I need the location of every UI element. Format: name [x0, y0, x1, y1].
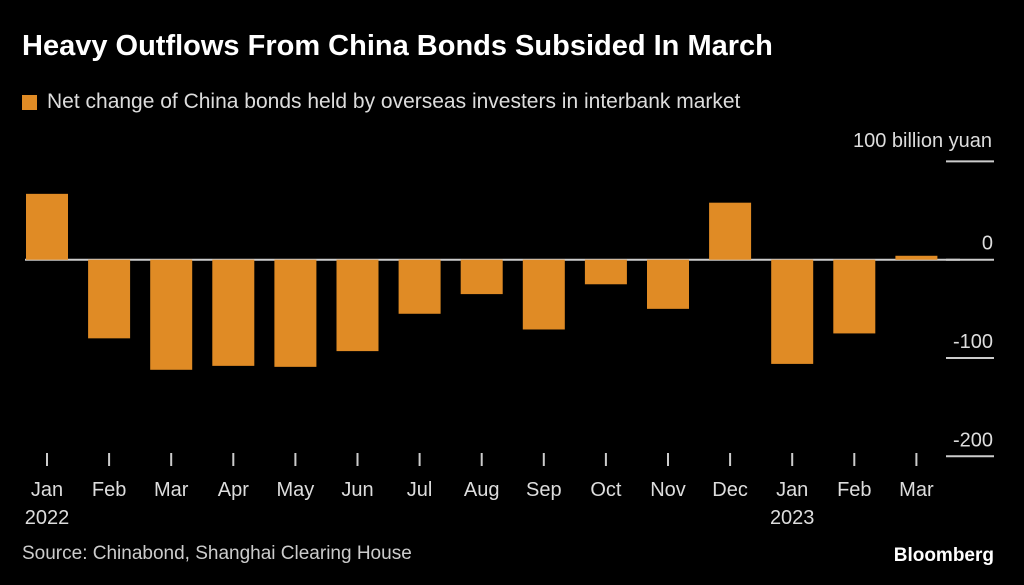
legend-label: Net change of China bonds held by overse…	[47, 90, 741, 113]
x-tick-label: Mar	[154, 479, 189, 501]
bar	[895, 255, 938, 260]
bar	[274, 259, 317, 367]
x-year-label: 2023	[770, 507, 815, 529]
bar	[460, 259, 503, 295]
x-tick-label: Apr	[218, 479, 249, 501]
y-tick-label: -200	[953, 429, 993, 451]
y-tick-label: -100	[953, 331, 993, 353]
x-tick-label: Oct	[590, 479, 622, 501]
x-tick-label: Jul	[407, 479, 433, 501]
x-tick-label: Jan	[31, 479, 63, 501]
bar	[88, 259, 131, 339]
source-note: Source: Chinabond, Shanghai Clearing Hou…	[22, 543, 412, 564]
y-unit-label: 100 billion yuan	[853, 130, 992, 152]
legend: Net change of China bonds held by overse…	[22, 90, 740, 114]
bar	[522, 259, 565, 330]
y-tick-label: 0	[982, 233, 993, 255]
bar	[398, 259, 441, 314]
x-tick-label: Aug	[464, 479, 500, 501]
x-year-label: 2022	[25, 507, 70, 529]
x-tick-label: Jan	[776, 479, 808, 501]
x-tick-label: May	[277, 479, 315, 501]
bar	[150, 259, 193, 370]
bar	[212, 259, 255, 366]
x-tick-label: Sep	[526, 479, 562, 501]
x-tick-label: Feb	[92, 479, 126, 501]
bar	[647, 259, 689, 309]
bar	[771, 259, 814, 364]
bloomberg-logo: Bloomberg	[893, 545, 994, 566]
x-tick-label: Nov	[650, 479, 686, 501]
legend-swatch	[22, 94, 37, 110]
bar	[336, 259, 379, 352]
x-tick-label: Jun	[341, 479, 373, 501]
x-tick-label: Mar	[899, 479, 934, 501]
bar	[709, 202, 752, 260]
bar	[26, 193, 68, 260]
x-tick-label: Feb	[837, 479, 871, 501]
bar	[833, 259, 876, 334]
chart-title: Heavy Outflows From China Bonds Subsided…	[22, 30, 773, 62]
x-tick-label: Dec	[712, 479, 748, 501]
bar	[584, 259, 627, 285]
